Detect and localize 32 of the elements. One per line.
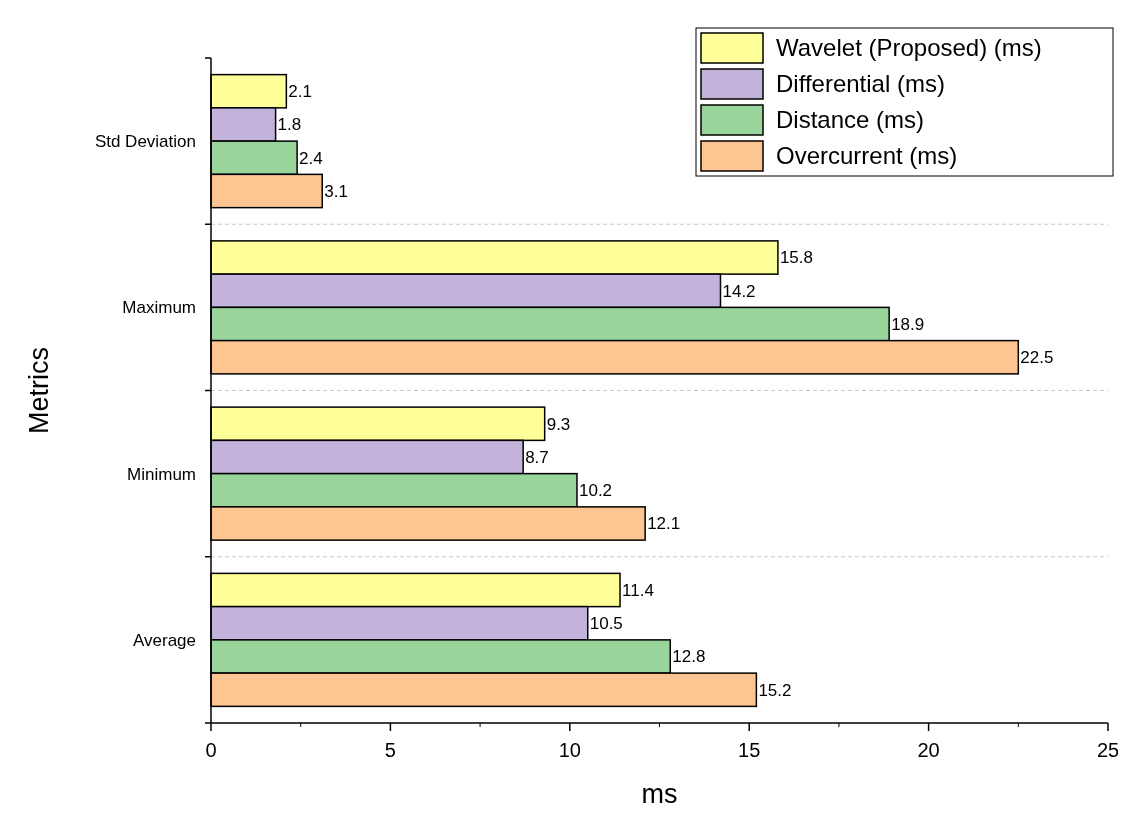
data-label: 12.1 xyxy=(647,514,681,534)
x-tick-label: 25 xyxy=(1096,739,1120,761)
x-tick-label: 5 xyxy=(384,739,396,761)
data-label: 3.1 xyxy=(324,181,348,201)
data-label: 1.8 xyxy=(277,115,302,135)
data-label: 10.5 xyxy=(589,614,623,634)
legend-label: Differential (ms) xyxy=(776,70,945,98)
data-label: 12.8 xyxy=(672,647,706,667)
y-tick-label: Std Deviation xyxy=(94,132,196,152)
y-axis-title: Metrics xyxy=(24,347,54,434)
data-label: 8.7 xyxy=(525,447,549,467)
x-tick-label: 0 xyxy=(205,739,217,761)
data-label: 11.4 xyxy=(622,580,654,600)
y-tick-label: Maximum xyxy=(122,298,196,318)
data-label: 2.1 xyxy=(288,82,312,102)
data-label: 15.8 xyxy=(779,248,813,268)
y-tick-label: Minimum xyxy=(127,464,196,484)
x-tick-label: 15 xyxy=(738,739,761,761)
legend-label: Distance (ms) xyxy=(776,106,925,134)
data-label: 2.4 xyxy=(299,148,323,168)
data-label: 14.2 xyxy=(722,281,756,301)
legend-label: Wavelet (Proposed) (ms) xyxy=(776,34,1042,62)
data-label: 15.2 xyxy=(758,680,792,700)
x-tick-label: 10 xyxy=(558,739,581,761)
data-label: 10.2 xyxy=(578,481,613,501)
y-tick-label: Average xyxy=(132,630,196,650)
data-label: 9.3 xyxy=(546,414,571,434)
legend-label: Overcurrent (ms) xyxy=(776,142,958,170)
x-tick-label: 20 xyxy=(917,739,940,761)
x-axis-title: ms xyxy=(641,779,678,809)
data-label: 18.9 xyxy=(891,314,925,334)
data-label: 22.5 xyxy=(1020,348,1054,368)
